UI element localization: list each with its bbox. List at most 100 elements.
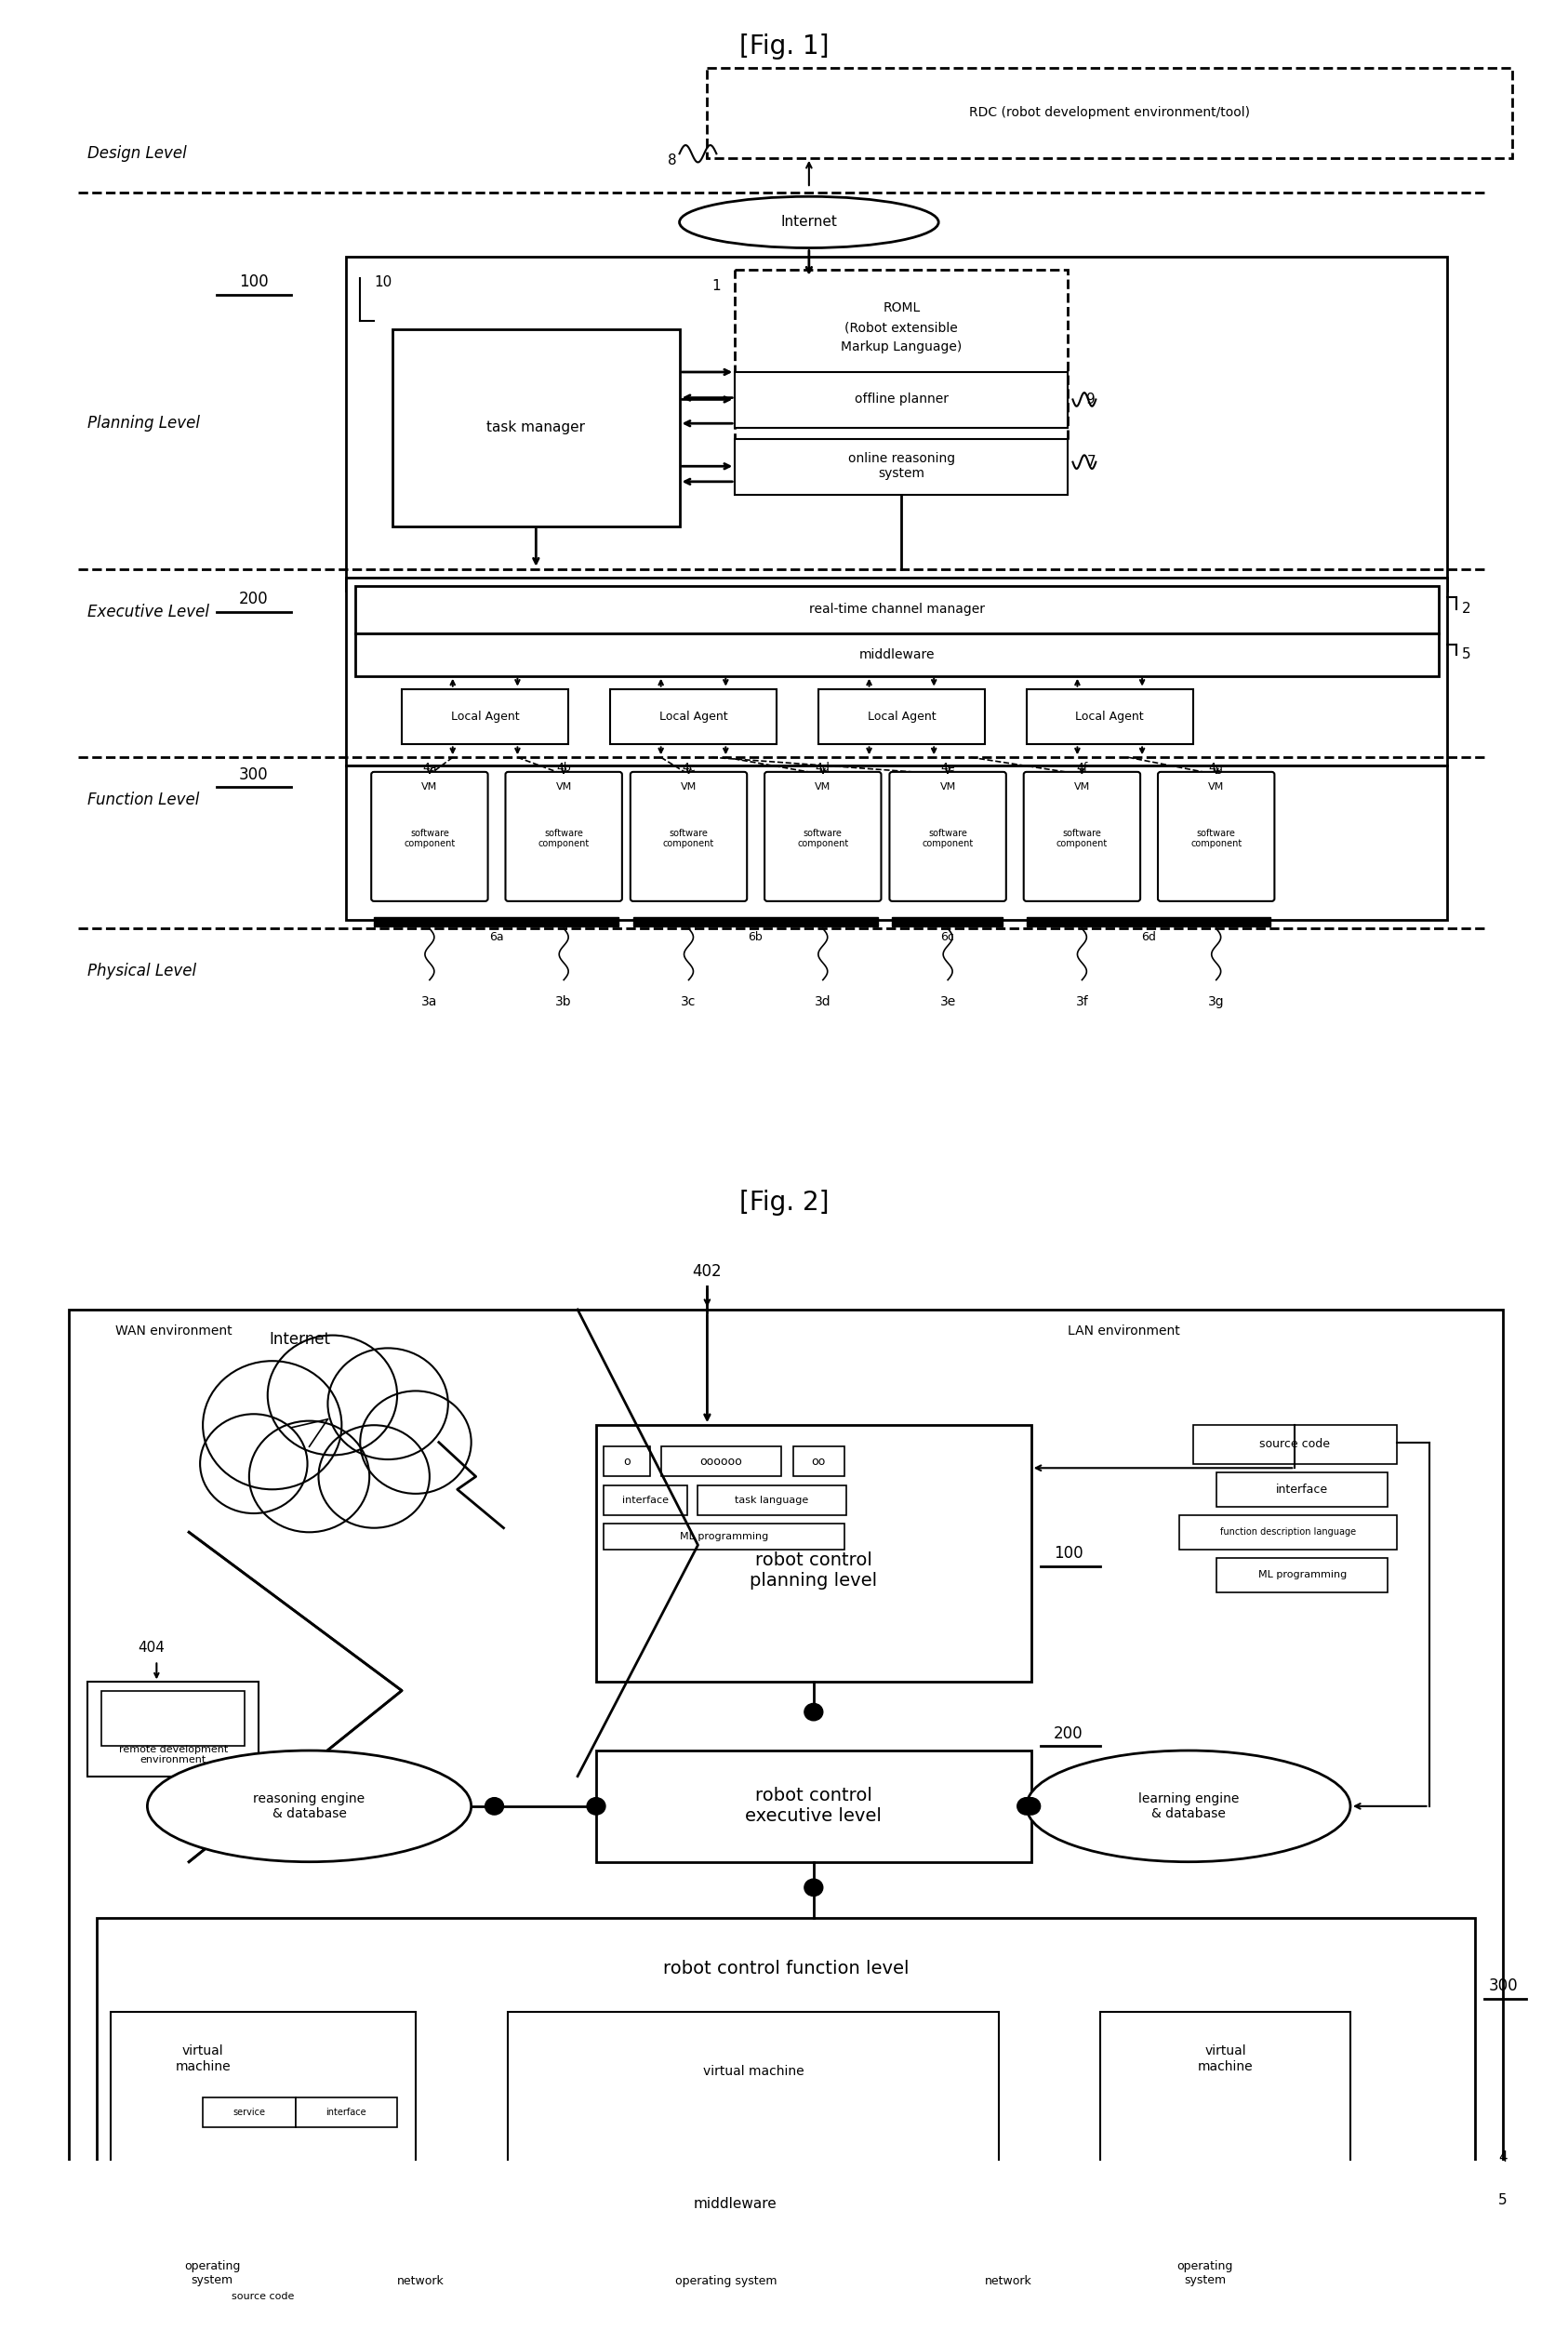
Text: offline planner: offline planner [855, 394, 949, 405]
Text: 402: 402 [693, 1263, 721, 1279]
Bar [522, 2329, 1004, 2343]
Circle shape [318, 1425, 430, 1528]
Text: VM: VM [422, 783, 437, 792]
Bar [633, 918, 878, 925]
Bar [610, 689, 776, 745]
Text: 300: 300 [1488, 1977, 1518, 1994]
Bar [604, 1523, 844, 1549]
Text: remote development
environment: remote development environment [119, 1746, 227, 1764]
Text: function description language: function description language [1220, 1528, 1356, 1537]
Text: Local Agent: Local Agent [1076, 710, 1145, 724]
Bar [1217, 1471, 1388, 1507]
Bar [347, 766, 1447, 921]
Bar [596, 1750, 1032, 1863]
Text: learning engine
& database: learning engine & database [1138, 1792, 1239, 1821]
Bar [110, 2013, 416, 2184]
Text: Planning Level: Planning Level [88, 415, 199, 431]
Bar [1101, 2242, 1309, 2320]
Text: Executive Level: Executive Level [88, 604, 209, 621]
Text: VM: VM [1209, 783, 1225, 792]
Bar [392, 330, 679, 527]
Ellipse shape [1027, 1750, 1350, 1863]
Text: 4: 4 [1499, 2151, 1507, 2165]
Bar [295, 2097, 397, 2127]
Text: network: network [397, 2275, 444, 2287]
Bar [96, 1917, 1475, 2343]
Text: 2: 2 [1461, 602, 1471, 616]
Text: 5: 5 [1461, 647, 1471, 661]
Bar [735, 438, 1068, 494]
Text: Function Level: Function Level [88, 792, 199, 808]
Text: Local Agent: Local Agent [452, 710, 519, 724]
Text: virtual machine: virtual machine [702, 2064, 804, 2078]
Text: service: service [232, 2109, 265, 2118]
Bar [698, 1485, 847, 1516]
Bar [1033, 797, 1131, 890]
Text: middleware: middleware [859, 649, 935, 661]
Bar [1027, 689, 1193, 745]
Text: 4d: 4d [815, 761, 829, 773]
Text: interface: interface [1276, 1483, 1328, 1495]
Text: source code: source code [232, 2291, 295, 2301]
Bar [1101, 2013, 1350, 2184]
Bar [110, 2184, 1359, 2226]
Text: ML programming: ML programming [1258, 1570, 1347, 1579]
Bar [735, 373, 1068, 429]
Text: 300: 300 [238, 766, 268, 783]
Text: Design Level: Design Level [88, 145, 187, 162]
Circle shape [881, 2270, 903, 2291]
Bar [351, 2256, 489, 2308]
Text: WAN environment: WAN environment [114, 1324, 232, 1338]
Text: real-time channel manager: real-time channel manager [809, 602, 985, 616]
Text: robot control
planning level: robot control planning level [750, 1551, 878, 1591]
Bar [516, 797, 612, 890]
Circle shape [268, 1336, 397, 1455]
Ellipse shape [147, 1750, 472, 1863]
Text: 4c: 4c [682, 761, 696, 773]
Text: 4f: 4f [1076, 761, 1088, 773]
Bar [707, 68, 1512, 157]
Text: 100: 100 [1054, 1546, 1083, 1563]
Text: o: o [622, 1455, 630, 1469]
Text: software
component: software component [922, 829, 974, 848]
Text: operating
system: operating system [1178, 2259, 1232, 2287]
Bar [100, 1692, 245, 1746]
Text: 200: 200 [238, 590, 268, 607]
Bar [273, 1413, 309, 1443]
Bar [290, 1446, 328, 1476]
Text: VM: VM [1074, 783, 1090, 792]
Bar [375, 918, 618, 925]
Text: 6c: 6c [939, 930, 953, 944]
Circle shape [326, 2270, 348, 2291]
Text: (Robot extensible: (Robot extensible [845, 321, 958, 335]
FancyBboxPatch shape [765, 771, 881, 902]
Circle shape [1018, 1797, 1036, 1816]
Circle shape [1022, 1797, 1040, 1816]
Text: 3d: 3d [815, 996, 831, 1007]
Text: 7: 7 [1087, 455, 1096, 469]
Circle shape [202, 1361, 342, 1490]
Text: RDC (robot development environment/tool): RDC (robot development environment/tool) [969, 105, 1250, 119]
Text: 4e: 4e [941, 761, 955, 773]
Bar [381, 797, 478, 890]
Text: 6d: 6d [1142, 930, 1156, 944]
Text: 8: 8 [668, 155, 676, 169]
Text: task language: task language [735, 1495, 809, 1504]
FancyBboxPatch shape [505, 771, 622, 902]
Bar [69, 1310, 1504, 2252]
Bar [1179, 1516, 1397, 1549]
Circle shape [804, 1703, 823, 1720]
Bar [900, 797, 996, 890]
Text: VM: VM [555, 783, 572, 792]
Bar [1027, 918, 1270, 925]
Bar [356, 586, 1438, 633]
Text: VM: VM [815, 783, 831, 792]
Bar [604, 1485, 687, 1516]
Circle shape [328, 1347, 448, 1460]
Text: middleware: middleware [693, 2198, 776, 2212]
Bar [328, 1403, 365, 1434]
Text: [Fig. 2]: [Fig. 2] [739, 1190, 829, 1216]
Text: oooooo: oooooo [699, 1455, 742, 1469]
Bar [110, 2242, 314, 2320]
Bar [939, 2256, 1077, 2308]
